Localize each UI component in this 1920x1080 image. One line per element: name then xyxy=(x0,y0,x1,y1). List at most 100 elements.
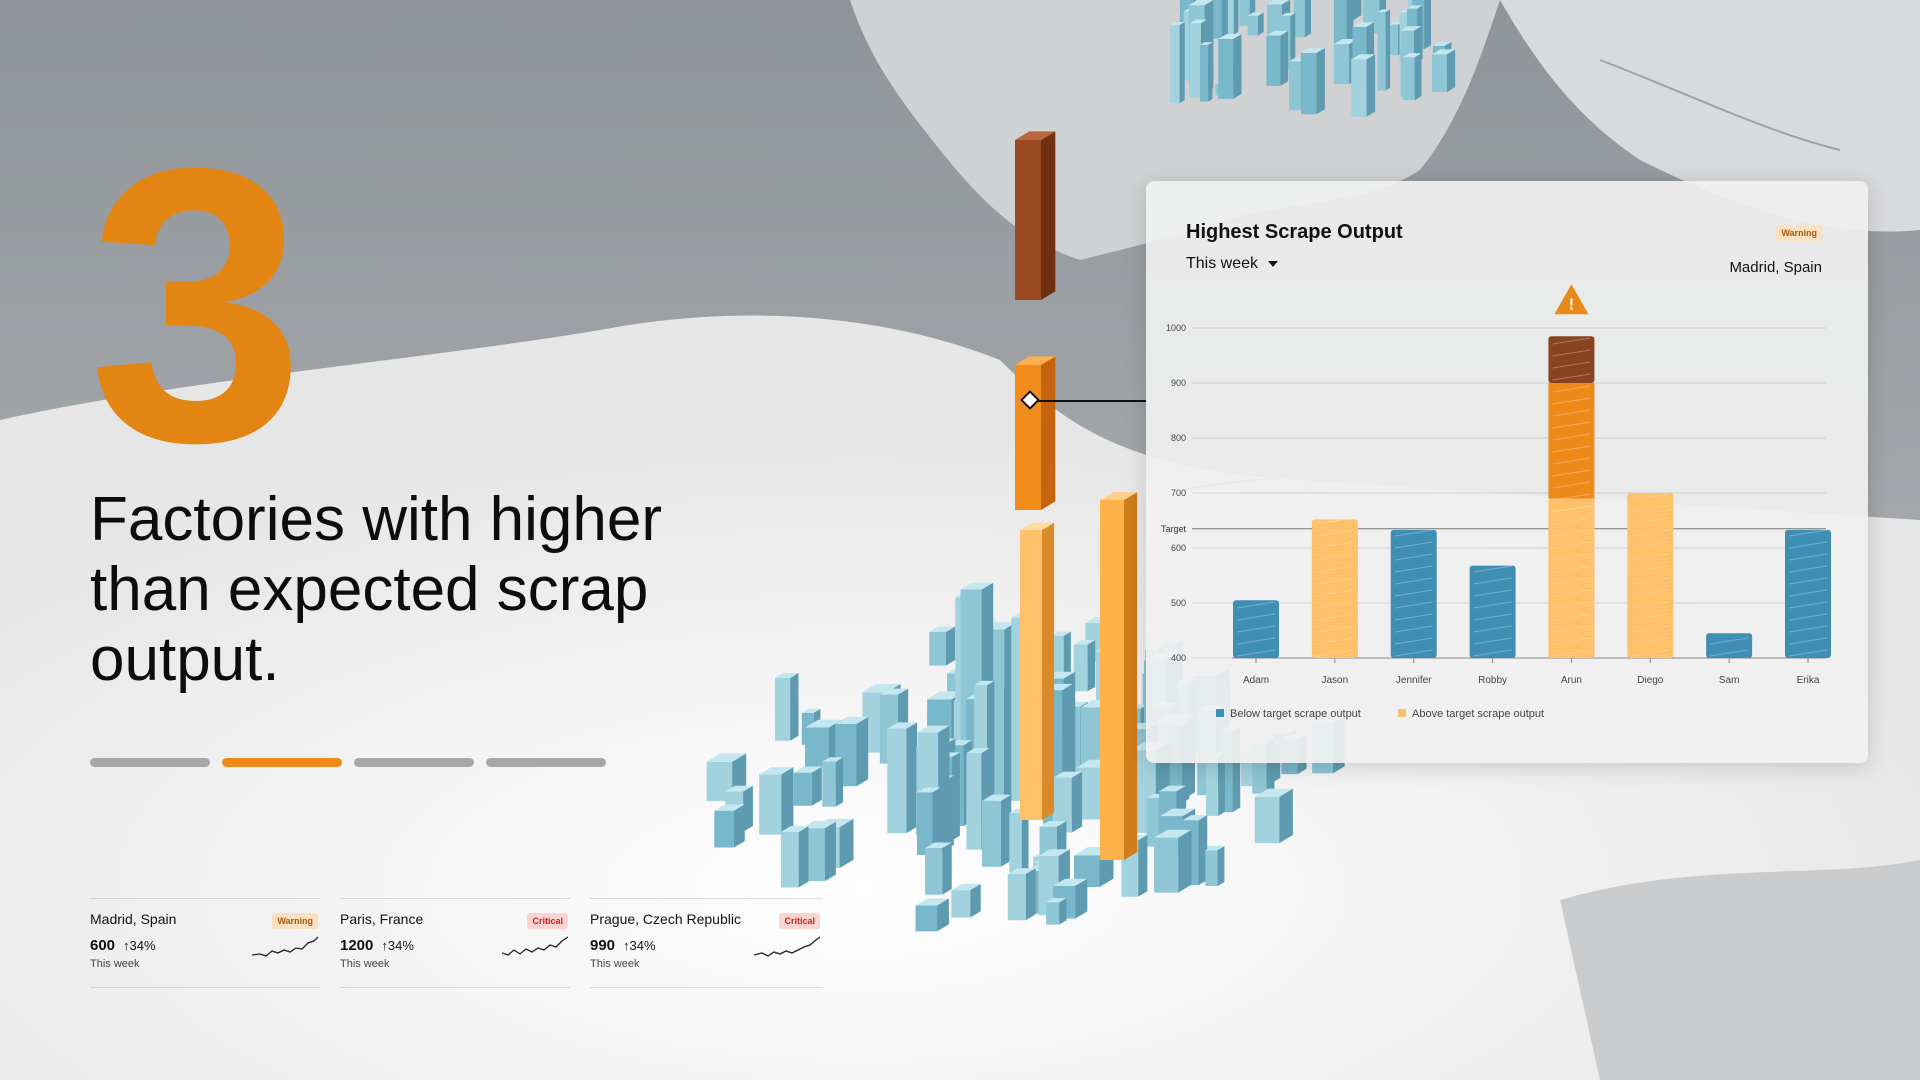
bar-texture xyxy=(1788,529,1828,537)
card-value: 990 xyxy=(590,937,616,954)
bar-sam xyxy=(1706,633,1753,658)
3d-bar xyxy=(1266,0,1290,5)
card-period: This week xyxy=(590,958,640,970)
panel-location: Madrid, Spain xyxy=(1729,259,1822,276)
hero-number: 3 xyxy=(88,87,305,523)
3d-bar xyxy=(798,826,809,888)
3d-bar xyxy=(1073,639,1096,645)
3d-bar xyxy=(835,757,844,807)
bar-texture xyxy=(1552,589,1591,597)
pager-dot-4[interactable] xyxy=(486,758,606,767)
bar-texture xyxy=(1473,637,1512,645)
3d-bar xyxy=(1247,12,1264,16)
3d-bar xyxy=(945,626,956,666)
3d-bar-highlight xyxy=(1041,356,1056,510)
3d-bar xyxy=(906,722,918,834)
3d-bar xyxy=(706,753,747,762)
legend-swatch-below xyxy=(1216,709,1224,717)
3d-bar xyxy=(1266,35,1281,86)
bar-texture xyxy=(1473,613,1512,621)
bar-texture xyxy=(1710,649,1749,657)
3d-bar xyxy=(856,716,869,787)
period-dropdown[interactable]: This week xyxy=(1186,255,1279,273)
card-value: 1200 xyxy=(340,937,374,954)
card-city: Prague, Czech Republic xyxy=(590,911,741,927)
bar-texture xyxy=(1631,553,1670,561)
3d-bar xyxy=(1217,846,1225,887)
3d-bar xyxy=(1052,878,1088,887)
bar-texture xyxy=(1788,589,1828,597)
card-city: Paris, France xyxy=(340,911,424,927)
bar-texture xyxy=(1236,637,1276,645)
factory-card-madrid[interactable]: Madrid, Spain Warning 600 ↑34% This week xyxy=(90,898,320,988)
3d-bar xyxy=(804,821,836,829)
bar-segment-top xyxy=(1548,336,1595,383)
3d-bar-highlight xyxy=(1015,356,1056,365)
3d-bar xyxy=(839,818,854,869)
y-tick-label: 800 xyxy=(1171,433,1186,443)
3d-bar xyxy=(1289,61,1302,111)
3d-bar xyxy=(966,748,990,754)
3d-bar xyxy=(1039,820,1067,827)
bar-erika xyxy=(1785,529,1831,658)
bar-texture xyxy=(1394,565,1433,573)
3d-bar xyxy=(1170,21,1185,26)
bar-texture xyxy=(1394,553,1433,561)
period-label: This week xyxy=(1186,255,1259,272)
sparkline-icon xyxy=(502,936,568,956)
critical-badge: Critical xyxy=(779,913,820,929)
3d-bar xyxy=(1333,44,1350,85)
3d-bar xyxy=(1205,846,1225,851)
3d-bar xyxy=(805,727,829,767)
3d-bar xyxy=(733,804,745,848)
trend-up: ↑34% xyxy=(623,938,656,953)
card-city: Madrid, Spain xyxy=(90,911,177,927)
3d-bar xyxy=(917,792,933,856)
card-trend: 34% xyxy=(629,938,656,953)
3d-bar xyxy=(929,626,956,633)
bar-texture xyxy=(1315,589,1354,597)
bar-texture xyxy=(1552,649,1591,657)
3d-bar-above-target xyxy=(1100,500,1124,860)
chart-panel: Highest Scrape Output This week Warning … xyxy=(1146,181,1868,763)
3d-bar xyxy=(1281,12,1296,16)
bar-segment-mid xyxy=(1548,383,1595,499)
bar-texture xyxy=(1788,625,1828,633)
3d-bar xyxy=(1154,837,1179,893)
pager-dot-3[interactable] xyxy=(354,758,474,767)
bar-texture xyxy=(1631,493,1670,501)
bar-texture xyxy=(1315,517,1354,525)
3d-bar xyxy=(1046,898,1067,903)
bar-texture xyxy=(1394,649,1433,657)
3d-bar xyxy=(805,719,842,728)
hero-text: Factories with higher than expected scra… xyxy=(90,485,663,694)
3d-bar xyxy=(743,785,753,832)
slide-pager xyxy=(90,758,606,767)
3d-bar xyxy=(706,761,733,801)
3d-bar xyxy=(932,787,941,856)
3d-bar-above-target xyxy=(1042,522,1055,820)
3d-bar xyxy=(1351,59,1367,117)
warning-exclamation: ! xyxy=(1569,296,1574,313)
3d-bar xyxy=(1389,21,1404,25)
3d-bar xyxy=(793,766,822,773)
bar-robby xyxy=(1469,565,1516,658)
pager-dot-1[interactable] xyxy=(90,758,210,767)
3d-bar xyxy=(780,826,809,832)
bar-texture xyxy=(1788,553,1828,561)
3d-bar-above-target xyxy=(1100,492,1138,500)
3d-bar xyxy=(1178,829,1192,893)
pager-dot-2[interactable] xyxy=(222,758,342,767)
3d-bar xyxy=(951,883,981,891)
3d-bar xyxy=(1266,30,1289,36)
card-trend: 34% xyxy=(129,938,156,953)
3d-bar xyxy=(1431,54,1447,93)
3d-bar xyxy=(925,848,943,895)
bar-texture xyxy=(1315,541,1354,549)
factory-card-prague[interactable]: Prague, Czech Republic Critical 990 ↑34%… xyxy=(590,898,822,988)
bar-texture xyxy=(1631,649,1670,657)
3d-bar xyxy=(1233,34,1242,99)
factory-card-paris[interactable]: Paris, France Critical 1200 ↑34% This we… xyxy=(340,898,570,988)
bar-texture xyxy=(1552,493,1591,501)
3d-bar xyxy=(917,787,941,793)
